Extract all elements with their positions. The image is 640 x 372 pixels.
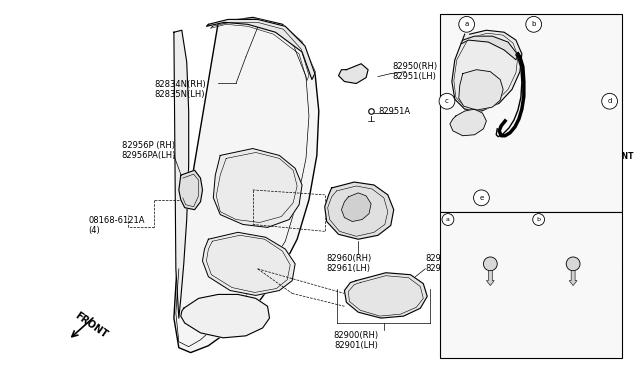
Text: a: a bbox=[465, 21, 468, 27]
Text: FRONT: FRONT bbox=[605, 153, 634, 161]
Polygon shape bbox=[344, 273, 428, 318]
Polygon shape bbox=[339, 64, 368, 83]
Text: PARTS MARKED ★ARE INCLUDED: PARTS MARKED ★ARE INCLUDED bbox=[445, 274, 570, 283]
Polygon shape bbox=[450, 109, 486, 136]
Bar bbox=[440, 212, 623, 357]
Circle shape bbox=[532, 214, 545, 225]
Text: JB2800AT: JB2800AT bbox=[566, 346, 612, 356]
Circle shape bbox=[442, 214, 454, 225]
Polygon shape bbox=[174, 17, 319, 353]
Text: ★B2900FB(RH)
★B2900FC(LH): ★B2900FB(RH) ★B2900FC(LH) bbox=[545, 225, 602, 245]
Polygon shape bbox=[207, 19, 315, 80]
Polygon shape bbox=[180, 294, 269, 338]
Polygon shape bbox=[324, 182, 394, 239]
Polygon shape bbox=[452, 30, 522, 111]
Text: ★B2900F  (RH)
★B2900FA(LH): ★B2900F (RH) ★B2900FA(LH) bbox=[454, 225, 511, 245]
Text: IN THE PART CODE B2900(RH): IN THE PART CODE B2900(RH) bbox=[445, 286, 560, 295]
Text: 82900N(RH)
82901N(LH): 82900N(RH) 82901N(LH) bbox=[425, 254, 477, 273]
Text: b: b bbox=[536, 217, 541, 222]
Text: a: a bbox=[446, 217, 450, 222]
Text: 82900(RH)
82901(LH): 82900(RH) 82901(LH) bbox=[333, 331, 379, 350]
FancyArrow shape bbox=[486, 271, 494, 286]
Polygon shape bbox=[461, 36, 518, 60]
Text: 82956P (RH)
82956PA(LH): 82956P (RH) 82956PA(LH) bbox=[122, 141, 176, 160]
Polygon shape bbox=[202, 232, 295, 295]
Text: 82960(RH)
82961(LH): 82960(RH) 82961(LH) bbox=[326, 254, 372, 273]
Text: b: b bbox=[531, 21, 536, 27]
FancyArrow shape bbox=[569, 271, 577, 286]
Text: B2901(LH): B2901(LH) bbox=[445, 299, 540, 308]
Text: e: e bbox=[479, 195, 484, 201]
Text: c: c bbox=[445, 98, 449, 104]
Polygon shape bbox=[179, 170, 202, 210]
Polygon shape bbox=[213, 148, 302, 227]
Circle shape bbox=[566, 257, 580, 271]
Polygon shape bbox=[342, 193, 371, 221]
Text: 08168-6121A
(4): 08168-6121A (4) bbox=[88, 215, 145, 235]
Circle shape bbox=[526, 16, 541, 32]
Circle shape bbox=[483, 257, 497, 271]
Circle shape bbox=[459, 16, 474, 32]
Circle shape bbox=[439, 93, 455, 109]
Text: 82834N(RH)
82835N(LH): 82834N(RH) 82835N(LH) bbox=[154, 80, 206, 99]
Text: 82950(RH)
82951(LH): 82950(RH) 82951(LH) bbox=[393, 62, 438, 81]
Text: d: d bbox=[607, 98, 612, 104]
Text: FRONT: FRONT bbox=[72, 310, 109, 340]
Bar bbox=[440, 15, 623, 212]
Circle shape bbox=[474, 190, 490, 206]
Circle shape bbox=[602, 93, 618, 109]
Polygon shape bbox=[459, 70, 503, 110]
Text: 82951A: 82951A bbox=[378, 107, 410, 116]
Polygon shape bbox=[174, 30, 189, 318]
